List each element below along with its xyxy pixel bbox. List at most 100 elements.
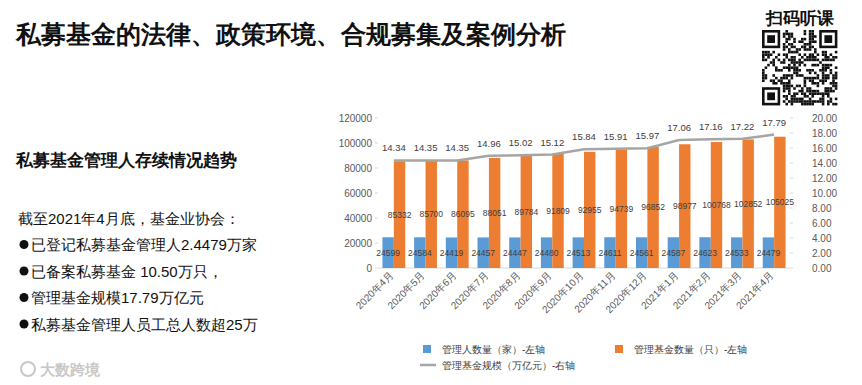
line-label: 17.06 bbox=[667, 122, 691, 133]
qr-cell bbox=[788, 87, 791, 90]
qr-cell bbox=[817, 100, 820, 103]
bullet: 已备案私募基金 10.50万只， bbox=[31, 263, 223, 280]
qr-cell bbox=[788, 82, 791, 85]
qr-cell bbox=[765, 53, 768, 56]
qr-cell bbox=[770, 61, 773, 64]
slide-title: 私募基金的法律、政策环境、合规募集及案例分析 bbox=[15, 20, 566, 48]
qr-cell bbox=[819, 92, 822, 95]
y2-tick-label: 2.00 bbox=[812, 248, 832, 259]
bar-label: 100768 bbox=[702, 200, 731, 210]
qr-cell bbox=[767, 64, 770, 67]
qr-cell bbox=[793, 56, 796, 59]
bullet-dot bbox=[20, 267, 29, 276]
line-label: 14.35 bbox=[414, 142, 438, 153]
qr-cell bbox=[765, 74, 768, 77]
qr-cell bbox=[835, 85, 838, 88]
y-tick-label: 0 bbox=[366, 263, 372, 274]
qr-cell bbox=[827, 100, 830, 103]
qr-cell bbox=[783, 35, 786, 38]
qr-cell bbox=[801, 46, 804, 49]
qr-cell bbox=[832, 90, 835, 93]
qr-cell bbox=[796, 98, 799, 101]
qr-cell bbox=[804, 33, 807, 36]
qr-cell bbox=[796, 92, 799, 95]
bar-label: 24599 bbox=[376, 248, 400, 258]
qr-cell bbox=[804, 92, 807, 95]
qr-cell bbox=[796, 51, 799, 54]
qr-cell bbox=[824, 92, 827, 95]
qr-cell bbox=[762, 79, 765, 82]
qr-cell bbox=[832, 74, 835, 77]
qr-cell bbox=[804, 103, 807, 106]
y2-tick-label: 6.00 bbox=[812, 218, 832, 229]
qr-cell bbox=[809, 100, 812, 103]
qr-cell bbox=[791, 35, 794, 38]
qr-cell bbox=[791, 100, 794, 103]
qr-cell bbox=[785, 103, 788, 106]
qr-cell bbox=[830, 100, 833, 103]
qr-cell bbox=[830, 72, 833, 75]
qr-cell bbox=[822, 79, 825, 82]
intro: 截至2021年4月底，基金业协会： bbox=[18, 210, 240, 227]
qr-cell bbox=[832, 103, 835, 106]
qr-cell bbox=[806, 69, 809, 72]
line-label: 15.02 bbox=[509, 137, 533, 148]
qr-cell bbox=[804, 79, 807, 82]
qr-cell bbox=[824, 56, 827, 59]
qr-cell bbox=[796, 69, 799, 72]
qr-cell bbox=[783, 43, 786, 46]
bar-label: 24447 bbox=[503, 248, 527, 258]
qr-cell bbox=[809, 90, 812, 93]
qr-cell bbox=[793, 66, 796, 69]
bar-label: 24457 bbox=[471, 248, 495, 258]
qr-cell bbox=[791, 66, 794, 69]
qr-cell bbox=[793, 40, 796, 43]
qr-cell bbox=[798, 90, 801, 93]
qr-cell bbox=[804, 38, 807, 41]
bar-label: 24623 bbox=[693, 248, 717, 258]
qr-cell bbox=[811, 46, 814, 49]
qr-cell bbox=[785, 56, 788, 59]
qr-cell bbox=[778, 59, 781, 62]
qr-cell bbox=[791, 95, 794, 98]
qr-cell bbox=[835, 87, 838, 90]
qr-cell bbox=[791, 33, 794, 36]
y2-tick-label: 4.00 bbox=[812, 233, 832, 244]
qr-bg bbox=[762, 30, 837, 105]
qr-cell bbox=[783, 66, 786, 69]
qr-cell bbox=[827, 87, 830, 90]
qr-cell bbox=[796, 72, 799, 75]
qr-cell bbox=[772, 82, 775, 85]
line-label: 17.16 bbox=[699, 121, 723, 132]
qr-cell bbox=[832, 77, 835, 80]
qr-cell bbox=[785, 53, 788, 56]
qr-cell bbox=[798, 59, 801, 62]
qr-cell bbox=[762, 56, 765, 59]
qr-cell bbox=[809, 103, 812, 106]
bullet: 私募基金管理人员工总人数超25万 bbox=[31, 316, 258, 333]
qr-cell bbox=[814, 35, 817, 38]
y-tick bbox=[375, 168, 378, 169]
y-tick-label: 100000 bbox=[339, 138, 373, 149]
qr-cell bbox=[814, 56, 817, 59]
qr-cell bbox=[762, 53, 765, 56]
qr-cell bbox=[835, 56, 838, 59]
qr-cell bbox=[814, 48, 817, 51]
qr-cell bbox=[811, 35, 814, 38]
qr-cell bbox=[804, 85, 807, 88]
qr-cell bbox=[822, 98, 825, 101]
qr-cell bbox=[762, 72, 765, 75]
qr-cell bbox=[762, 77, 765, 80]
data-labels: 2459924584244192445724447244802451324611… bbox=[376, 117, 794, 258]
qr-cell bbox=[801, 98, 804, 101]
qr-cell bbox=[809, 69, 812, 72]
y-tick bbox=[375, 143, 378, 144]
bar-label: 86095 bbox=[451, 209, 475, 219]
qr-cell bbox=[809, 40, 812, 43]
qr-cell bbox=[791, 74, 794, 77]
qr-cell bbox=[767, 53, 770, 56]
bar-label: 89784 bbox=[514, 207, 538, 217]
qr-cell bbox=[783, 77, 786, 80]
qr-cell bbox=[817, 59, 820, 62]
qr-cell bbox=[791, 59, 794, 62]
